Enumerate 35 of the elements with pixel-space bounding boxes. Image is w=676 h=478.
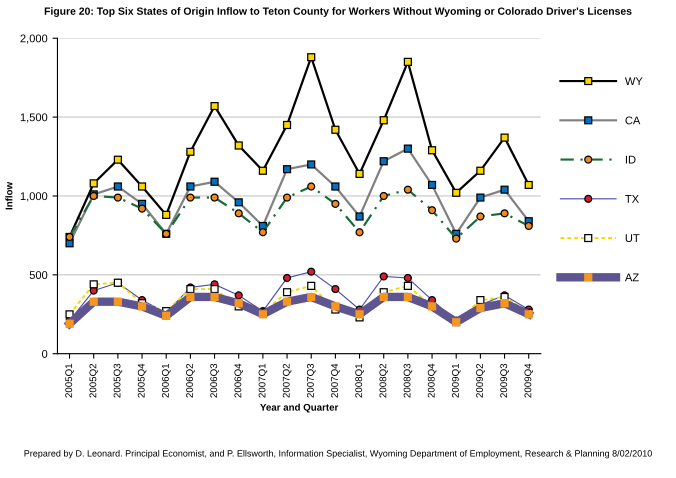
x-tick-label: 2007Q4 (331, 364, 340, 398)
x-tick-label: 2005Q3 (114, 364, 122, 398)
y-tick-label: 0 (42, 350, 48, 358)
x-tick-label: 2007Q3 (306, 364, 316, 398)
y-tick-label: 1,500 (20, 113, 48, 123)
x-tick-label: 2008Q2 (379, 364, 388, 398)
x-axis-title: Year and Quarter (260, 404, 338, 413)
x-tick-label: 2009Q1 (452, 364, 461, 398)
text: CA (625, 116, 640, 124)
y-axis-title: Inflow (5, 182, 12, 210)
text: AZ (624, 274, 639, 282)
x-tick-label: 2006Q2 (186, 364, 195, 398)
text: Prepared by D. Leonard. Principal Economist, and P. Ellsworth, Information Specialist, Wyoming Department of Employment, Research & Planning 8/02/2010 (24, 450, 652, 458)
text: ID (626, 156, 636, 164)
x-tick-label: 2005Q1 (65, 364, 74, 398)
x-tick-label: 2005Q4 (138, 364, 146, 398)
y-tick-label: 500 (30, 271, 48, 279)
x-tick-label: 2006Q3 (210, 364, 219, 398)
chart-title: Figure 20: Top Six States of Origin Inflow to Teton County for Workers Without Wyoming or Colorado Driver's Licenses (44, 7, 632, 17)
x-tick-label: 2007Q2 (282, 364, 292, 398)
x-tick-label: 2006Q1 (162, 364, 171, 398)
x-tick-label: 2007Q1 (258, 364, 268, 398)
x-tick-label: 2008Q1 (355, 364, 364, 398)
x-tick-label: 2008Q3 (404, 364, 412, 398)
x-tick-label: 2008Q4 (428, 364, 436, 398)
y-tick-label: 2,000 (20, 34, 48, 44)
y-tick-label: 1,000 (20, 192, 48, 202)
x-tick-label: 2009Q2 (476, 364, 485, 398)
text: UT (626, 234, 640, 242)
x-tick-label: 2006Q4 (234, 364, 244, 398)
x-tick-label: 2005Q2 (89, 364, 98, 398)
text: TX (625, 195, 639, 203)
text: WY (624, 77, 643, 85)
x-tick-label: 2009Q3 (500, 364, 509, 398)
x-tick-label: 2009Q4 (524, 364, 534, 398)
